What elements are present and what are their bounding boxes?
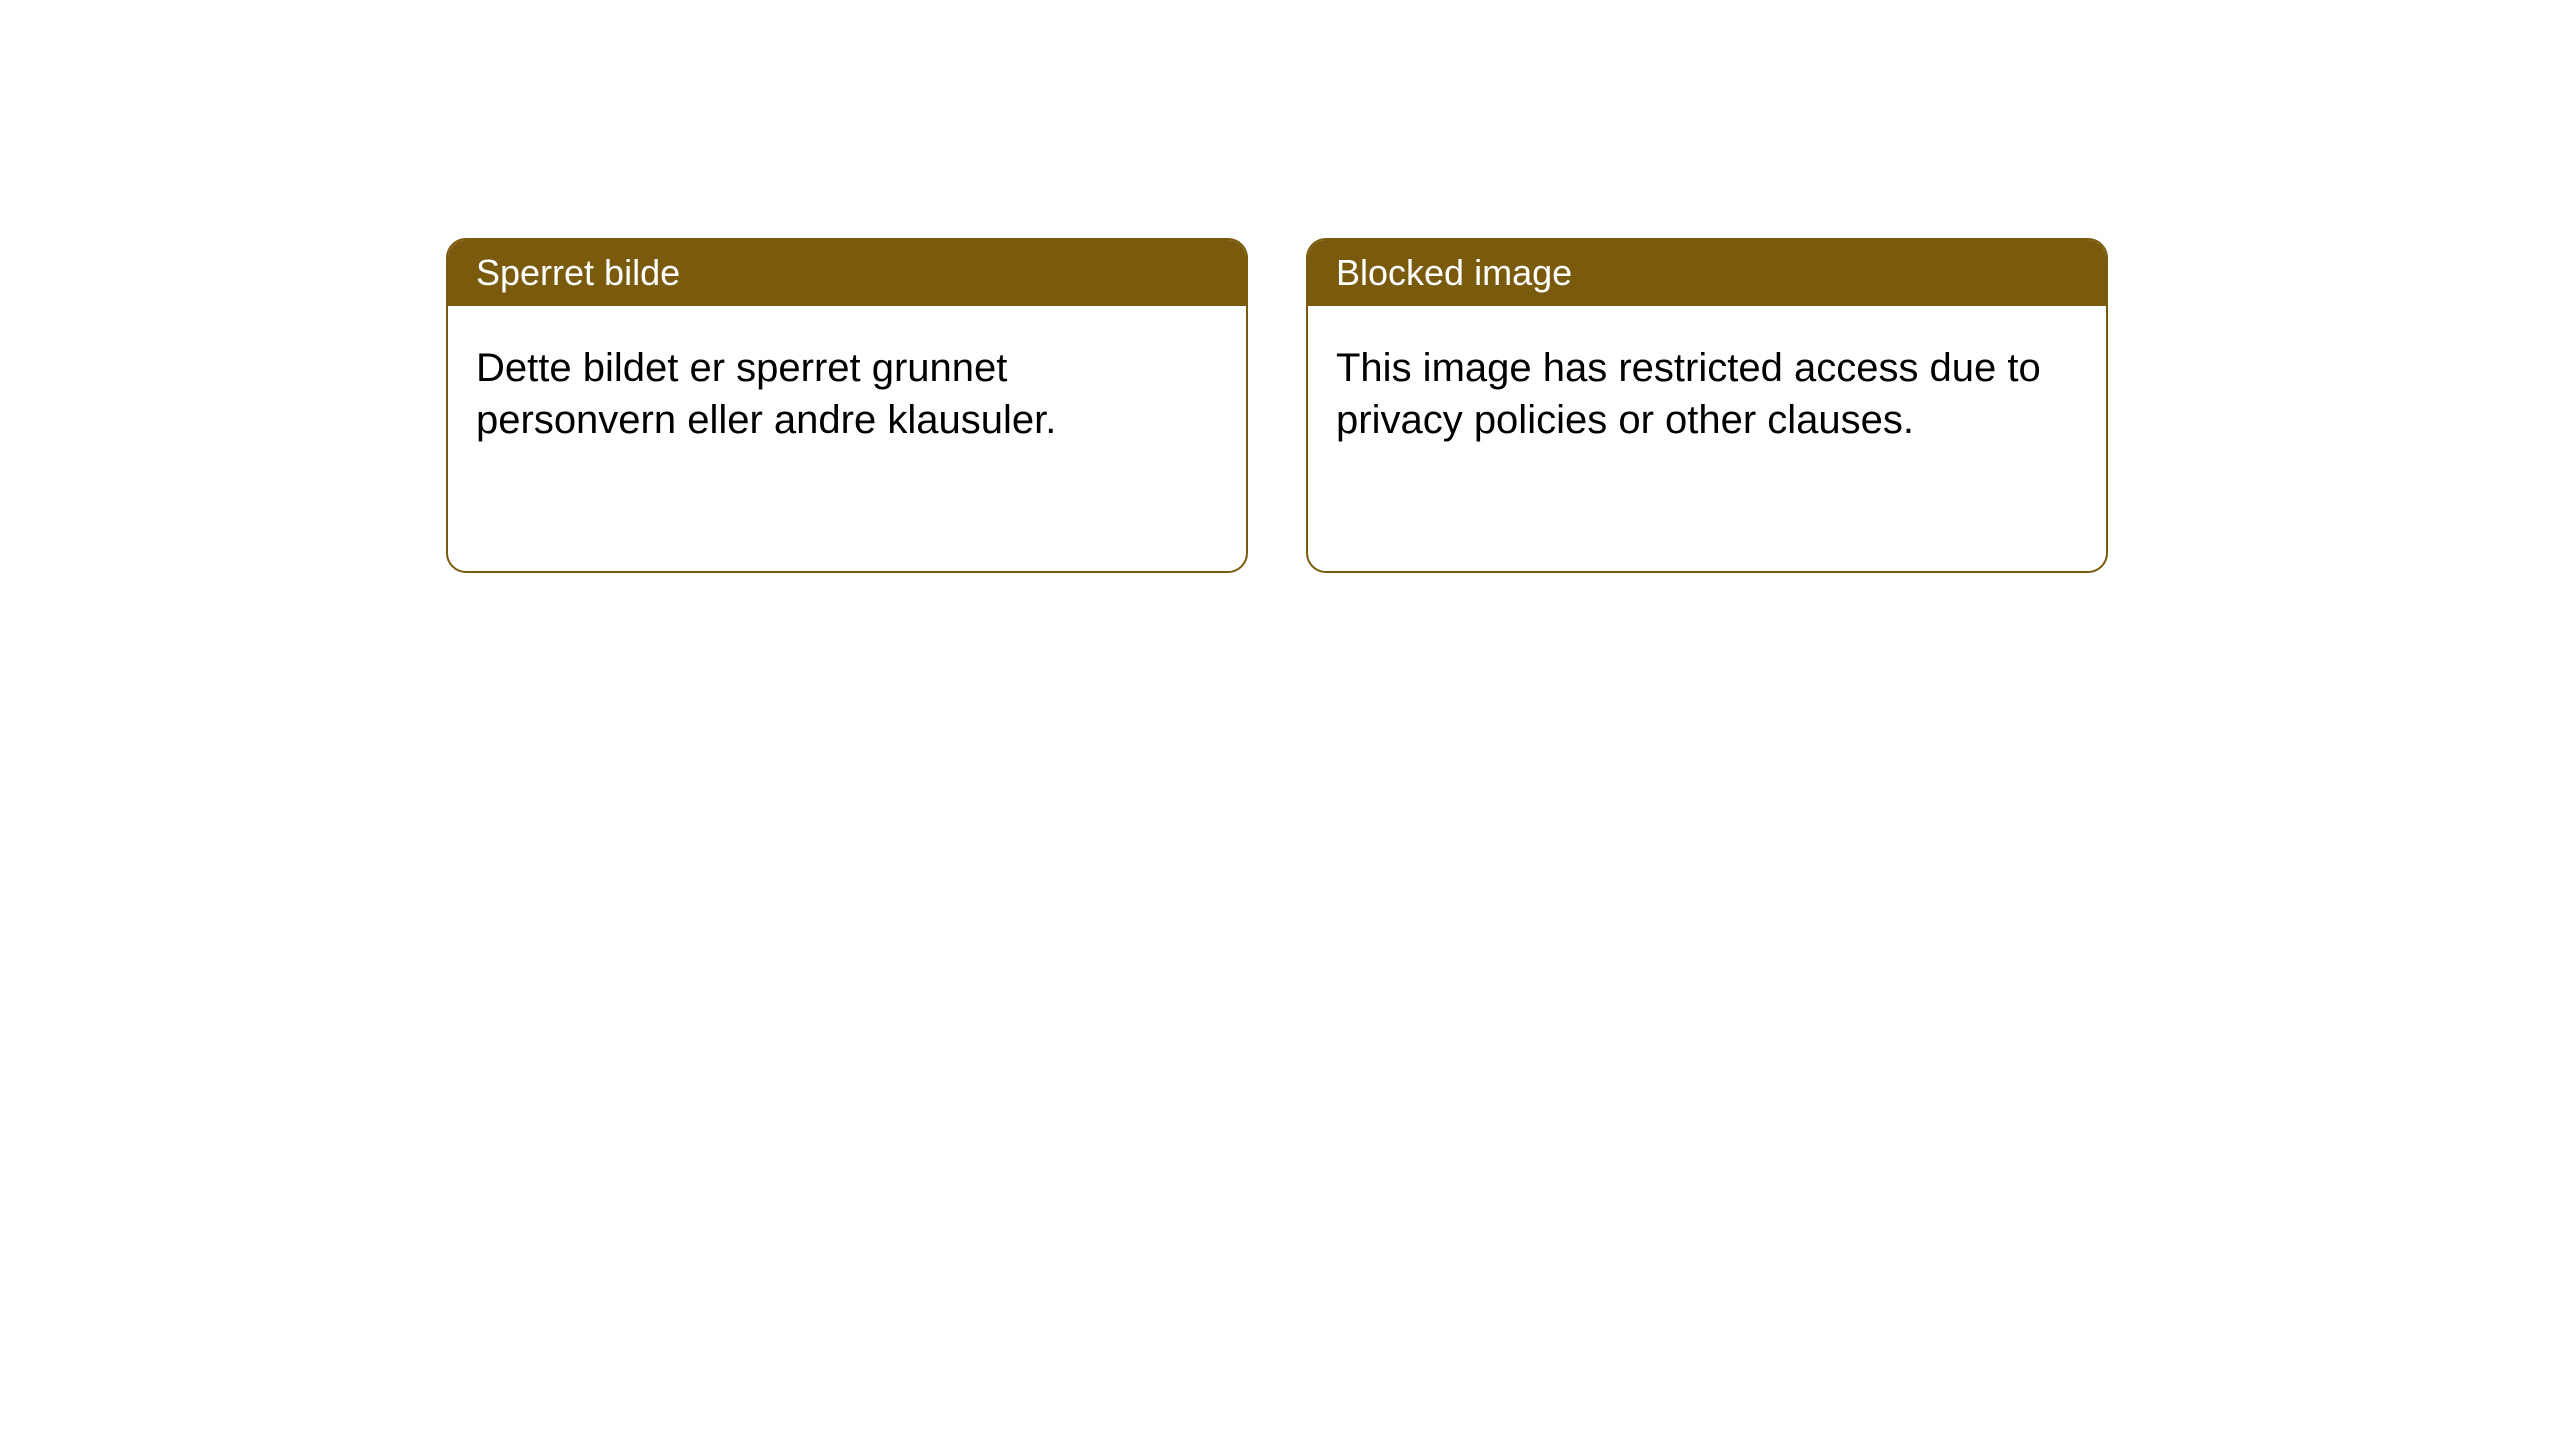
card-body-text: Dette bildet er sperret grunnet personve… — [476, 346, 1056, 442]
notice-cards-container: Sperret bilde Dette bildet er sperret gr… — [446, 238, 2108, 573]
card-body: This image has restricted access due to … — [1308, 306, 2106, 482]
card-title: Blocked image — [1336, 252, 1572, 293]
notice-card-norwegian: Sperret bilde Dette bildet er sperret gr… — [446, 238, 1248, 573]
card-body: Dette bildet er sperret grunnet personve… — [448, 306, 1246, 482]
card-header: Blocked image — [1308, 240, 2106, 306]
card-title: Sperret bilde — [476, 252, 680, 293]
card-header: Sperret bilde — [448, 240, 1246, 306]
card-body-text: This image has restricted access due to … — [1336, 346, 2041, 442]
notice-card-english: Blocked image This image has restricted … — [1306, 238, 2108, 573]
